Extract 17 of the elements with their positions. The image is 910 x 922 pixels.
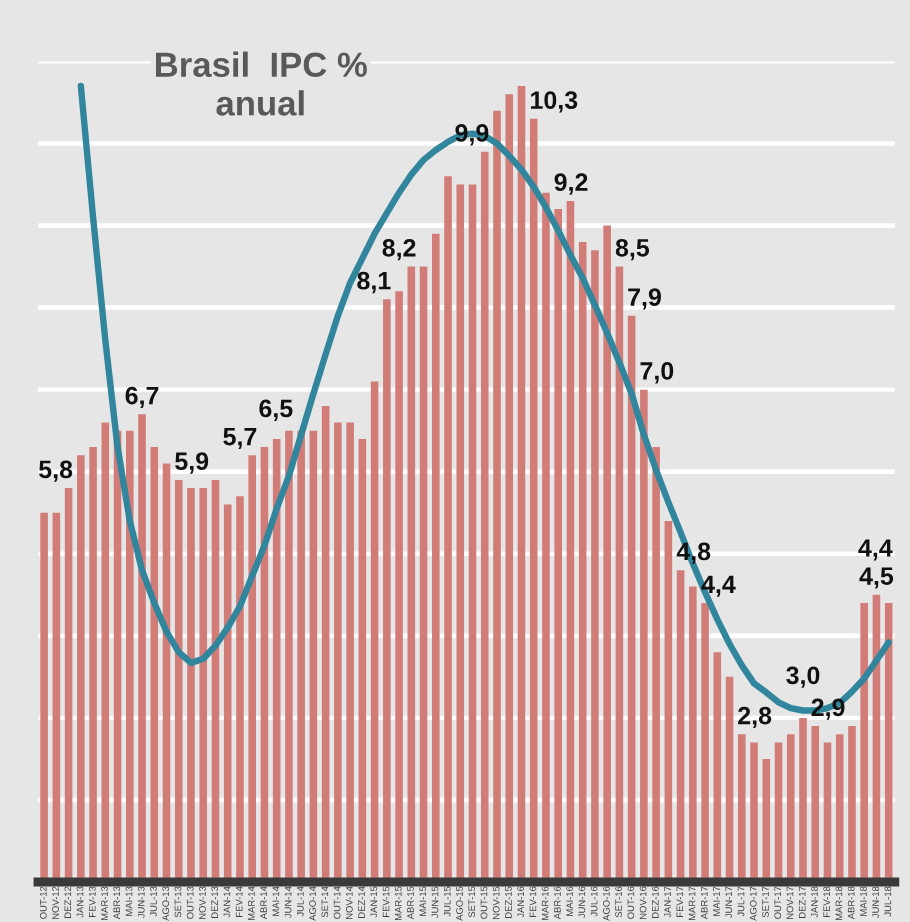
data-label: 5,7: [223, 427, 257, 450]
data-label: 4,5: [859, 567, 894, 589]
data-label: 9,2: [554, 173, 588, 195]
data-label: 5,8: [39, 460, 73, 482]
data-label: 8,5: [615, 238, 650, 261]
data-label: 5,9: [175, 452, 209, 474]
data-label: 8,2: [382, 238, 416, 261]
data-label: 7,0: [640, 362, 674, 384]
chart-title: Brasil IPC % anual: [155, 51, 367, 116]
data-label: 6,5: [259, 399, 293, 421]
data-label: 4,4: [858, 539, 893, 561]
data-label: 10,3: [531, 91, 578, 113]
data-label: 2,8: [738, 706, 772, 729]
data-label: 3,0: [786, 666, 820, 688]
data-label: 6,7: [125, 386, 159, 409]
data-label: 7,9: [628, 288, 661, 310]
data-label: 8,1: [357, 271, 391, 294]
